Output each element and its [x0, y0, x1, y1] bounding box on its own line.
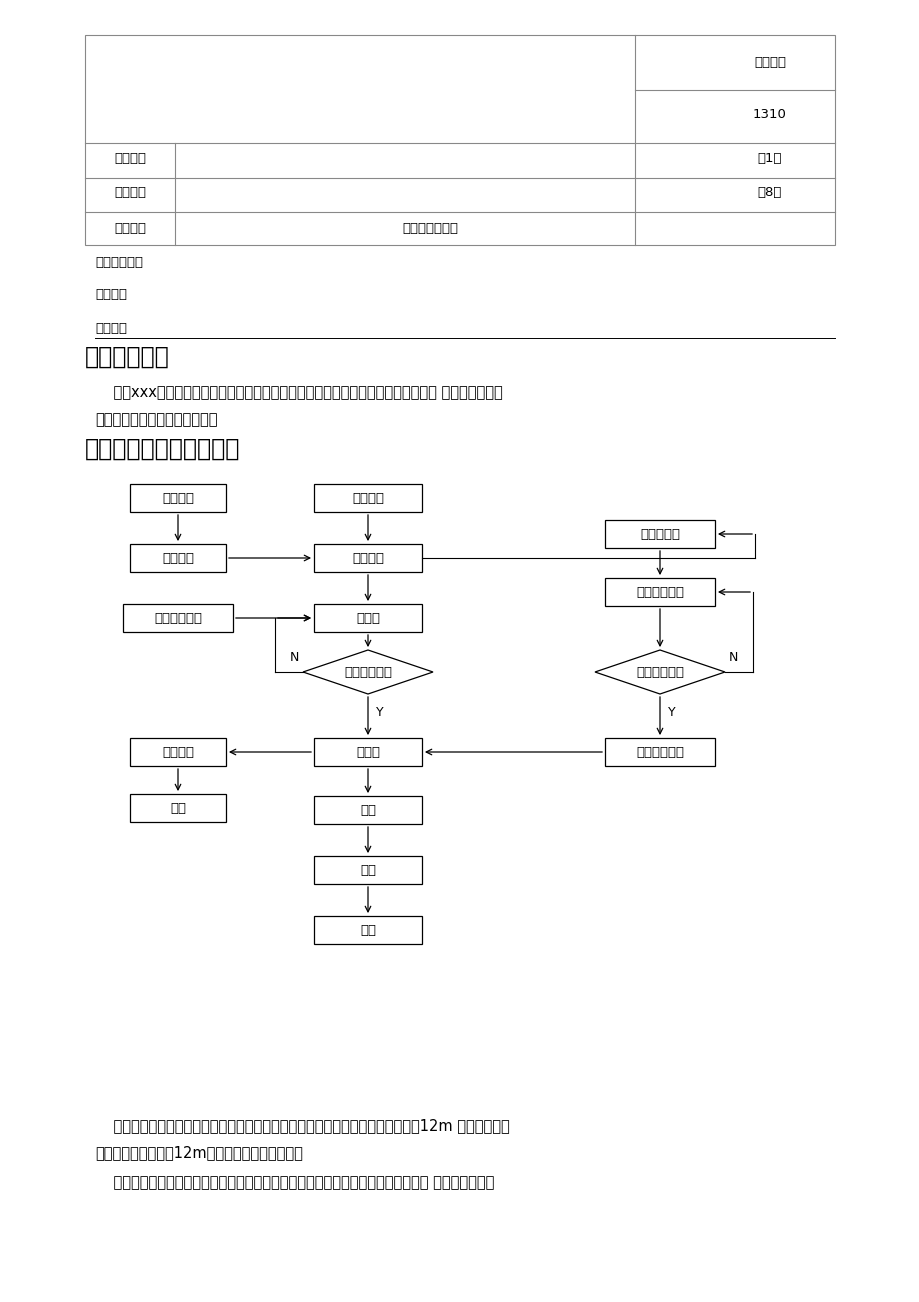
- Text: Y: Y: [667, 706, 675, 719]
- Text: 砼配合比设计: 砼配合比设计: [635, 586, 683, 599]
- Bar: [313, 544, 422, 572]
- Text: 监理工程师检: 监理工程师检: [344, 665, 391, 678]
- Text: 项目名称: 项目名称: [114, 151, 146, 164]
- Bar: [313, 484, 422, 512]
- Bar: [123, 604, 233, 631]
- Bar: [130, 738, 226, 766]
- Text: 墩柱模板采用定型钢模板拼装，模板采用高强螺栓双螺帽进行连接，墩柱高度在12m 以内的一次支
立成型；墩柱高度在12m以上的分段立模浇筑砼。: 墩柱模板采用定型钢模板拼装，模板采用高强螺栓双螺帽进行连接，墩柱高度在12m 以…: [95, 1118, 509, 1160]
- Polygon shape: [302, 650, 433, 694]
- Text: 第1页: 第1页: [757, 151, 781, 164]
- Text: 一、交底目的: 一、交底目的: [85, 345, 170, 368]
- Bar: [605, 738, 714, 766]
- Text: 明确xxx墩柱作业的工艺流程、操作要点和相应的工艺标准，指导、规范墩柱作业 施工。本交底适
用于汕揭高速跨线桥墩柱施工。: 明确xxx墩柱作业的工艺流程、操作要点和相应的工艺标准，指导、规范墩柱作业 施工…: [95, 385, 502, 427]
- Bar: [313, 917, 422, 944]
- Text: 二、施工流程及施工工艺: 二、施工流程及施工工艺: [85, 437, 240, 461]
- Text: 墩柱混凝土采用吊车与料斗浇筑混凝土，插入式振捣器捣固。钢筋加工棚进行钢筋 加工制作，运至: 墩柱混凝土采用吊车与料斗浇筑混凝土，插入式振捣器捣固。钢筋加工棚进行钢筋 加工制…: [95, 1174, 494, 1190]
- Bar: [313, 796, 422, 824]
- Bar: [605, 519, 714, 548]
- Text: 钢筋认可: 钢筋认可: [162, 491, 194, 504]
- Text: 工程名称: 工程名称: [114, 221, 146, 234]
- Text: 试压: 试压: [170, 802, 186, 815]
- Text: 模板加工试拼: 模板加工试拼: [153, 612, 202, 625]
- Text: Y: Y: [376, 706, 383, 719]
- Text: 施工部位: 施工部位: [95, 289, 127, 302]
- Bar: [313, 738, 422, 766]
- Text: 交底编号: 交底编号: [114, 186, 146, 199]
- Text: 汕揭高速跨线桥: 汕揭高速跨线桥: [402, 221, 458, 234]
- Text: 交底日期: 交底日期: [95, 322, 127, 335]
- Bar: [130, 484, 226, 512]
- Text: 监理工程师检: 监理工程师检: [635, 665, 683, 678]
- Text: 拆模: 拆模: [359, 863, 376, 876]
- Text: 共8页: 共8页: [757, 186, 781, 199]
- Text: 试块制作: 试块制作: [162, 746, 194, 759]
- Text: 支模板: 支模板: [356, 612, 380, 625]
- Text: N: N: [728, 651, 738, 664]
- Bar: [85, 35, 834, 245]
- Bar: [130, 794, 226, 822]
- Bar: [313, 604, 422, 631]
- Bar: [130, 544, 226, 572]
- Polygon shape: [595, 650, 724, 694]
- Bar: [313, 855, 422, 884]
- Text: 钢筋加工: 钢筋加工: [162, 552, 194, 565]
- Text: 钢筋绑扎: 钢筋绑扎: [352, 552, 383, 565]
- Text: 表格编号: 表格编号: [754, 56, 785, 69]
- Text: 养生: 养生: [359, 803, 376, 816]
- Bar: [605, 578, 714, 605]
- Text: 1310: 1310: [753, 108, 786, 121]
- Text: 交验: 交验: [359, 923, 376, 936]
- Text: N: N: [289, 651, 299, 664]
- Text: 设计文件图号: 设计文件图号: [95, 255, 142, 268]
- Text: 原材料认可: 原材料认可: [640, 527, 679, 540]
- Text: 砼拌合、运输: 砼拌合、运输: [635, 746, 683, 759]
- Text: 测量放样: 测量放样: [352, 491, 383, 504]
- Text: 浇注砼: 浇注砼: [356, 746, 380, 759]
